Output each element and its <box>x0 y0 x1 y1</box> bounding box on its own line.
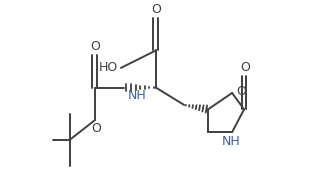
Text: O: O <box>151 3 161 16</box>
Text: NH: NH <box>222 135 240 148</box>
Text: HO: HO <box>99 61 118 74</box>
Text: O: O <box>240 61 250 74</box>
Text: O: O <box>90 40 100 53</box>
Text: O: O <box>92 122 101 135</box>
Text: O: O <box>236 85 246 98</box>
Text: NH: NH <box>127 89 146 102</box>
